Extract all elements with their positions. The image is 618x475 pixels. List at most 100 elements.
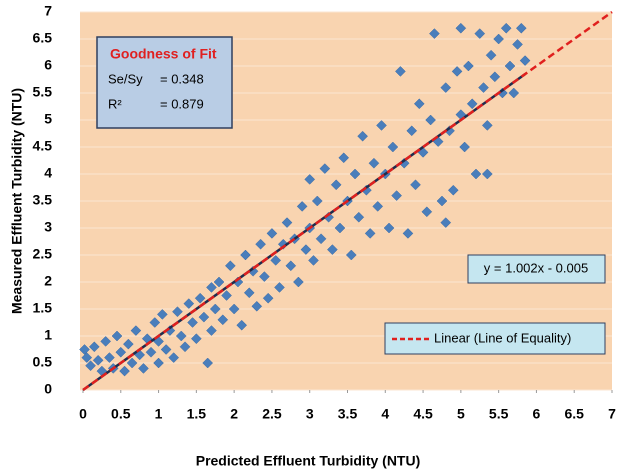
x-tick-label: 2 [230, 406, 238, 422]
point [122, 338, 134, 350]
y-tick-label: 5 [44, 111, 52, 127]
point [251, 300, 263, 312]
point [277, 238, 289, 250]
point [345, 249, 357, 261]
y-tick-label: 1 [44, 327, 52, 343]
point [172, 306, 183, 318]
y-tick-label: 3 [44, 219, 52, 235]
point [100, 336, 112, 347]
equality-line [82, 10, 613, 392]
point [209, 303, 221, 315]
point [519, 55, 531, 66]
point [179, 341, 191, 353]
point [126, 357, 138, 369]
point [493, 33, 504, 45]
r2-value: = 0.879 [160, 96, 204, 111]
point [440, 82, 452, 93]
point [504, 60, 516, 72]
point [240, 249, 251, 261]
point [213, 276, 225, 288]
point [391, 190, 402, 201]
point [406, 125, 418, 137]
point [111, 330, 123, 342]
point [395, 66, 406, 77]
point [338, 152, 350, 164]
x-tick-label: 2.5 [262, 406, 282, 422]
point [349, 168, 361, 180]
x-tick-label: 5 [457, 406, 465, 422]
y-tick-label: 0.5 [33, 354, 53, 370]
point [383, 222, 395, 234]
y-tick-label: 6.5 [33, 30, 53, 46]
y-tick-label: 0 [44, 381, 52, 397]
point [425, 114, 436, 126]
point [410, 179, 421, 191]
point [198, 311, 210, 323]
point [357, 130, 368, 142]
x-axis-title: Predicted Effluent Turbidity (NTU) [196, 453, 421, 469]
point [296, 201, 308, 212]
x-tick-label: 6 [533, 406, 541, 422]
point [327, 244, 338, 255]
point [455, 22, 467, 34]
equation: y = 1.002x - 0.005 [484, 260, 588, 275]
point [92, 354, 104, 366]
point [119, 365, 130, 377]
point [315, 233, 327, 245]
point [153, 357, 164, 369]
se-value: = 0.348 [160, 71, 204, 86]
point [308, 255, 319, 266]
point [221, 290, 232, 301]
point [304, 174, 316, 185]
point [225, 260, 236, 272]
point [266, 228, 278, 239]
point [194, 292, 206, 304]
point [478, 82, 489, 93]
r2-label: R² [108, 96, 122, 111]
point [255, 238, 266, 250]
point [515, 22, 527, 34]
point [364, 228, 376, 239]
point [440, 217, 452, 228]
point [206, 282, 217, 293]
point [512, 39, 523, 50]
point [368, 157, 380, 169]
equation-box [467, 254, 606, 284]
point [160, 344, 172, 355]
point [281, 217, 293, 228]
point [429, 28, 440, 39]
point [168, 352, 180, 363]
point [436, 195, 448, 207]
point [130, 325, 142, 336]
point [421, 206, 433, 218]
point [285, 260, 297, 272]
y-tick-label: 2.5 [33, 246, 53, 262]
x-tick-label: 1 [155, 406, 163, 422]
point [402, 228, 414, 239]
point [293, 276, 304, 288]
point [243, 287, 255, 299]
point [311, 195, 323, 207]
point [274, 282, 285, 293]
point [236, 319, 248, 331]
point [500, 22, 512, 34]
point [334, 222, 346, 234]
fit-box [96, 36, 233, 129]
grid [80, 11, 613, 393]
point [413, 98, 425, 110]
point [508, 87, 520, 99]
point [470, 168, 482, 180]
point [466, 98, 478, 110]
x-tick-label: 0.5 [111, 406, 131, 422]
point [463, 60, 474, 72]
point [300, 244, 312, 255]
point [81, 352, 93, 363]
fit-title: Goodness of Fit [110, 46, 217, 62]
point [270, 255, 282, 266]
y-tick-label: 5.5 [33, 84, 53, 100]
point [79, 344, 90, 355]
point [319, 163, 331, 174]
point [115, 346, 127, 358]
point [259, 271, 270, 282]
